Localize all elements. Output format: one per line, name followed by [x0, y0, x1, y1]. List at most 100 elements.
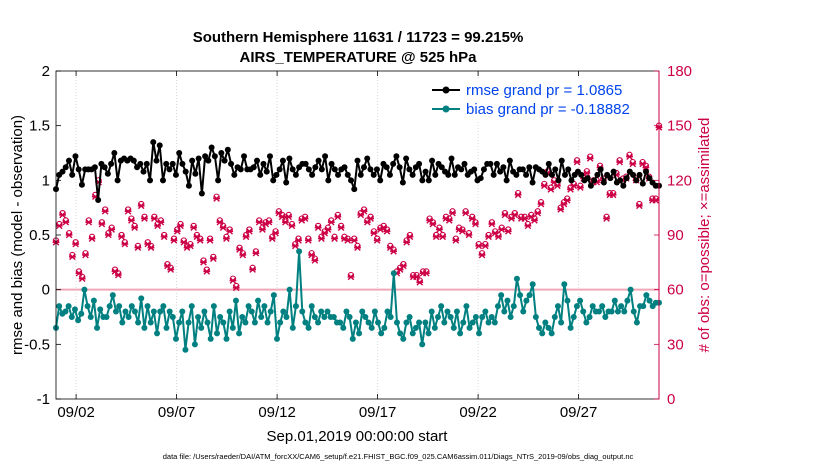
bias-point [435, 314, 442, 320]
rmse-point [360, 164, 367, 171]
obs-possible-point [233, 282, 240, 290]
rmse-point [153, 157, 160, 164]
obs-possible-point [521, 213, 528, 220]
bias-point [422, 319, 429, 326]
obs-possible-point [387, 242, 394, 250]
rmse-point [325, 177, 332, 184]
bias-point [299, 308, 306, 315]
obs-possible-point [331, 233, 338, 240]
obs-possible-point [400, 261, 407, 268]
rmse-point [341, 164, 348, 171]
bias-point [561, 281, 568, 288]
bias-point [611, 297, 618, 304]
bias-point [526, 292, 533, 299]
rmse-point [195, 155, 202, 162]
bias-point [116, 303, 123, 310]
rmse-point [526, 164, 533, 171]
obs-possible-point [528, 211, 535, 219]
obs-possible-point [328, 217, 335, 224]
bias-point [229, 324, 236, 331]
obs-possible-point [203, 266, 210, 273]
rmse-point [72, 153, 79, 160]
bias-point [106, 303, 113, 310]
bias-point [232, 297, 239, 304]
y-right-tick-label: 150 [667, 118, 692, 135]
y-left-tick-label: -1 [37, 391, 50, 408]
rmse-point [587, 182, 594, 189]
rmse-point [597, 166, 604, 173]
obs-possible-point [524, 220, 532, 228]
rmse-point [137, 160, 144, 167]
obs-possible-point [315, 222, 322, 230]
obs-possible-point [226, 226, 233, 233]
rmse-point [523, 171, 530, 178]
bias-point [78, 310, 85, 317]
bias-point [375, 319, 382, 326]
obs-possible-point [573, 157, 581, 164]
obs-possible-point [282, 217, 289, 224]
bias-point [349, 335, 356, 342]
bias-point [182, 346, 189, 353]
obs-possible-point [200, 257, 207, 264]
obs-possible-point [403, 237, 410, 244]
obs-possible-point [364, 217, 371, 224]
bias-point [245, 303, 252, 310]
bias-point [504, 297, 511, 304]
bias-point [551, 314, 558, 320]
obs-possible-point [259, 224, 266, 231]
bias-point [346, 314, 353, 320]
obs-possible-point [62, 217, 69, 224]
bias-point [217, 314, 224, 320]
bias-point [596, 308, 603, 315]
bias-point [457, 330, 464, 337]
legend-rmse-marker [442, 86, 450, 94]
rmse-point [218, 150, 225, 156]
rmse-point [480, 166, 487, 173]
rmse-point [215, 177, 222, 184]
obs-possible-point [341, 233, 348, 240]
rmse-point [328, 160, 335, 167]
obs-possible-point [197, 235, 204, 242]
bias-point [264, 319, 271, 326]
obs-possible-point [423, 268, 430, 275]
obs-possible-point [177, 220, 184, 228]
obs-possible-point [541, 180, 548, 188]
obs-possible-point [311, 255, 319, 262]
bias-point [90, 297, 97, 304]
bias-point [157, 308, 164, 315]
rmse-point [545, 160, 552, 167]
rmse-point [542, 171, 549, 178]
obs-possible-point [419, 268, 427, 275]
bias-point [119, 319, 126, 326]
bias-point [340, 324, 347, 331]
obs-possible-point [639, 158, 646, 166]
bias-point [387, 314, 394, 320]
bias-point [226, 308, 233, 315]
obs-possible-point [577, 182, 584, 189]
rmse-point [578, 171, 585, 178]
bias-point [273, 335, 280, 342]
rmse-point [263, 168, 270, 175]
rmse-point [367, 166, 374, 173]
bias-point [65, 303, 72, 310]
rmse-point [108, 160, 115, 167]
obs-possible-point [433, 231, 440, 239]
rmse-point [179, 160, 186, 167]
rmse-point [315, 157, 322, 164]
obs-possible-point [229, 275, 237, 282]
bias-point [198, 324, 205, 331]
rmse-point [276, 166, 283, 173]
obs-possible-point [475, 240, 482, 248]
y-left-tick-label: -0.5 [24, 336, 50, 353]
obs-possible-point [69, 251, 76, 259]
rmse-point [260, 160, 267, 167]
bias-point [75, 317, 82, 324]
rmse-point [95, 197, 102, 204]
obs-possible-point [547, 184, 555, 191]
rmse-point [208, 144, 215, 151]
rmse-point [59, 168, 66, 175]
bias-point [172, 335, 179, 342]
bias-point [491, 319, 498, 326]
rmse-point [198, 190, 205, 197]
rmse-point [169, 160, 176, 167]
